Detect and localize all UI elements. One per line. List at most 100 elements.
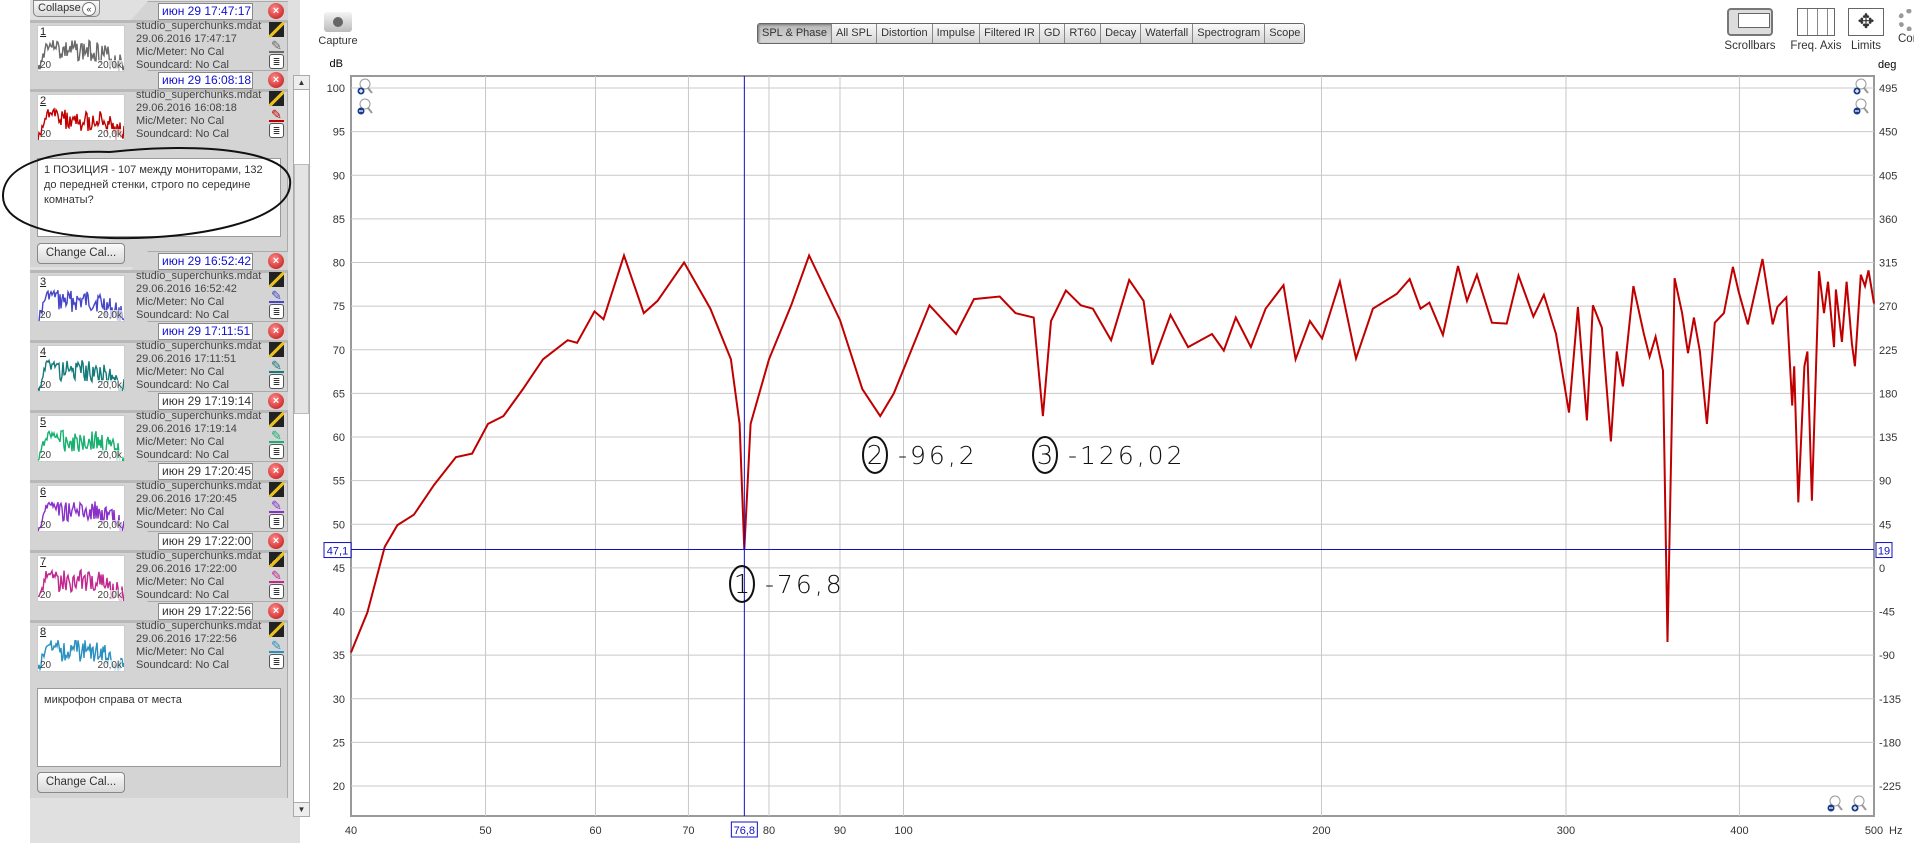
- remove-measurement-icon[interactable]: ×: [268, 603, 284, 619]
- measurement-name-field[interactable]: июн 29 17:22:00: [158, 533, 253, 550]
- pencil-color-icon[interactable]: ✎: [269, 638, 284, 653]
- pencil-color-icon[interactable]: ✎: [269, 428, 284, 443]
- measurement-entry[interactable]: июн 29 17:47:17 × 1 20 20,0k studio_superchun…: [30, 1, 288, 95]
- notes-icon[interactable]: ≣: [269, 123, 284, 138]
- tab-filtered-ir[interactable]: Filtered IR: [980, 24, 1040, 43]
- measurements-scrollbar[interactable]: ▲ ▼: [293, 75, 310, 817]
- measurement-name-field[interactable]: июн 29 17:47:17: [158, 3, 253, 20]
- measurement-thumbnail[interactable]: 6 20 20,0k: [37, 485, 125, 532]
- remove-measurement-icon[interactable]: ×: [268, 72, 284, 88]
- y2-tick-label: 0: [1879, 563, 1885, 575]
- measurement-name-field[interactable]: июн 29 16:52:42: [158, 253, 253, 270]
- info-filename: studio_superchunks.mdat: [136, 550, 262, 562]
- measurement-thumbnail[interactable]: 7 20 20,0k: [37, 555, 125, 602]
- tab-impulse[interactable]: Impulse: [932, 24, 981, 43]
- remove-measurement-icon[interactable]: ×: [268, 533, 284, 549]
- measurement-entry[interactable]: июн 29 16:08:18 × 2 20 20,0k studio_superchun…: [30, 70, 288, 267]
- tab-decay[interactable]: Decay: [1101, 24, 1142, 43]
- zoom-in-icon[interactable]: [357, 78, 373, 95]
- scroll-down-arrow-icon[interactable]: ▼: [294, 802, 309, 816]
- info-soundcard: Soundcard: No Cal: [136, 379, 229, 391]
- measurement-thumbnail[interactable]: 1 20 20,0k: [37, 25, 125, 72]
- pencil-color-icon[interactable]: ✎: [269, 107, 284, 122]
- y2-tick-label: 135: [1879, 432, 1897, 444]
- measurement-name-field[interactable]: июн 29 17:20:45: [158, 463, 253, 480]
- measurement-settings-icon[interactable]: [269, 552, 284, 567]
- pencil-color-icon[interactable]: ✎: [269, 568, 284, 583]
- notes-icon[interactable]: ≣: [269, 374, 284, 389]
- measurement-name-field[interactable]: июн 29 17:11:51: [158, 323, 253, 340]
- y2-tick-label: -90: [1879, 650, 1895, 662]
- remove-measurement-icon[interactable]: ×: [268, 393, 284, 409]
- measurement-settings-icon[interactable]: [269, 22, 284, 37]
- notes-icon[interactable]: ≣: [269, 444, 284, 459]
- measurement-name-field[interactable]: июн 29 16:08:18: [158, 72, 253, 89]
- measurement-info: studio_superchunks.mdat 29.06.2016 16:52:…: [136, 270, 262, 322]
- zoom-in-icon[interactable]: [1851, 795, 1867, 812]
- y-tick-label: 60: [333, 432, 345, 444]
- zoom-out-icon[interactable]: [1827, 795, 1843, 812]
- collapse-button[interactable]: Collapse «: [33, 0, 100, 17]
- measurement-settings-icon[interactable]: [269, 342, 284, 357]
- measurement-thumbnail[interactable]: 5 20 20,0k: [37, 415, 125, 462]
- tab-spl-phase[interactable]: SPL & Phase: [758, 24, 833, 43]
- plot-area: [350, 75, 1875, 817]
- limits-button[interactable]: ✥ Limits: [1846, 8, 1886, 52]
- scrollbars-button[interactable]: Scrollbars: [1722, 8, 1778, 52]
- measurement-entry[interactable]: июн 29 17:22:00 × 7 20 20,0k studio_superchun…: [30, 531, 288, 625]
- info-filename: studio_superchunks.mdat: [136, 270, 262, 282]
- remove-measurement-icon[interactable]: ×: [268, 463, 284, 479]
- measurement-notes[interactable]: микрофон справа от места: [37, 688, 281, 767]
- tab-scope[interactable]: Scope: [1265, 24, 1305, 43]
- notes-icon[interactable]: ≣: [269, 584, 284, 599]
- scroll-up-arrow-icon[interactable]: ▲: [294, 76, 309, 90]
- measurement-settings-icon[interactable]: [269, 482, 284, 497]
- info-mic: Mic/Meter: No Cal: [136, 296, 225, 308]
- measurement-name-field[interactable]: июн 29 17:22:56: [158, 603, 253, 620]
- capture-button[interactable]: Capture: [318, 10, 358, 54]
- scrollbars-label: Scrollbars: [1724, 40, 1776, 52]
- pencil-color-icon[interactable]: ✎: [269, 288, 284, 303]
- tab-spectrogram[interactable]: Spectrogram: [1193, 24, 1266, 43]
- measurement-thumbnail[interactable]: 2 20 20,0k: [37, 94, 125, 141]
- measurement-entry[interactable]: июн 29 17:22:56 × 8 20 20,0k studio_superchun…: [30, 601, 288, 798]
- measurement-settings-icon[interactable]: [269, 272, 284, 287]
- change-cal-button[interactable]: Change Cal...: [37, 243, 125, 264]
- annotation-text: -96,2: [898, 441, 978, 470]
- y2-tick-label: 270: [1879, 301, 1897, 313]
- annotation-text: -76,8: [765, 570, 845, 599]
- measurement-settings-icon[interactable]: [269, 412, 284, 427]
- notes-icon[interactable]: ≣: [269, 54, 284, 69]
- pencil-color-icon[interactable]: ✎: [269, 38, 284, 53]
- tab-distortion[interactable]: Distortion: [877, 24, 933, 43]
- measurement-thumbnail[interactable]: 4 20 20,0k: [37, 345, 125, 392]
- notes-icon[interactable]: ≣: [269, 654, 284, 669]
- freq-axis-button[interactable]: Freq. Axis: [1788, 8, 1844, 52]
- notes-icon[interactable]: ≣: [269, 514, 284, 529]
- pencil-color-icon[interactable]: ✎: [269, 358, 284, 373]
- remove-measurement-icon[interactable]: ×: [268, 3, 284, 19]
- measurement-name-field[interactable]: июн 29 17:19:14: [158, 393, 253, 410]
- zoom-out-icon[interactable]: [357, 98, 373, 115]
- measurement-settings-icon[interactable]: [269, 91, 284, 106]
- measurement-settings-icon[interactable]: [269, 622, 284, 637]
- remove-measurement-icon[interactable]: ×: [268, 253, 284, 269]
- zoom-in-icon[interactable]: [1853, 78, 1869, 95]
- measurement-thumbnail[interactable]: 8 20 20,0k: [37, 625, 125, 672]
- scrollbar-thumb[interactable]: [294, 164, 309, 414]
- tab-gd[interactable]: GD: [1039, 24, 1066, 43]
- tab-rt60[interactable]: RT60: [1065, 24, 1102, 43]
- zoom-out-icon[interactable]: [1853, 98, 1869, 115]
- notes-icon[interactable]: ≣: [269, 304, 284, 319]
- controls-button[interactable]: Con: [1898, 8, 1914, 45]
- tab-waterfall[interactable]: Waterfall: [1141, 24, 1194, 43]
- tab-all-spl[interactable]: All SPL: [832, 24, 878, 43]
- measurement-info: studio_superchunks.mdat 29.06.2016 17:19:…: [136, 410, 262, 462]
- change-cal-button[interactable]: Change Cal...: [37, 772, 125, 793]
- measurement-thumbnail[interactable]: 3 20 20,0k: [37, 275, 125, 322]
- y2-tick-label: 90: [1879, 476, 1891, 488]
- remove-measurement-icon[interactable]: ×: [268, 323, 284, 339]
- measurement-info: studio_superchunks.mdat 29.06.2016 17:47:…: [136, 20, 262, 72]
- pencil-color-icon[interactable]: ✎: [269, 498, 284, 513]
